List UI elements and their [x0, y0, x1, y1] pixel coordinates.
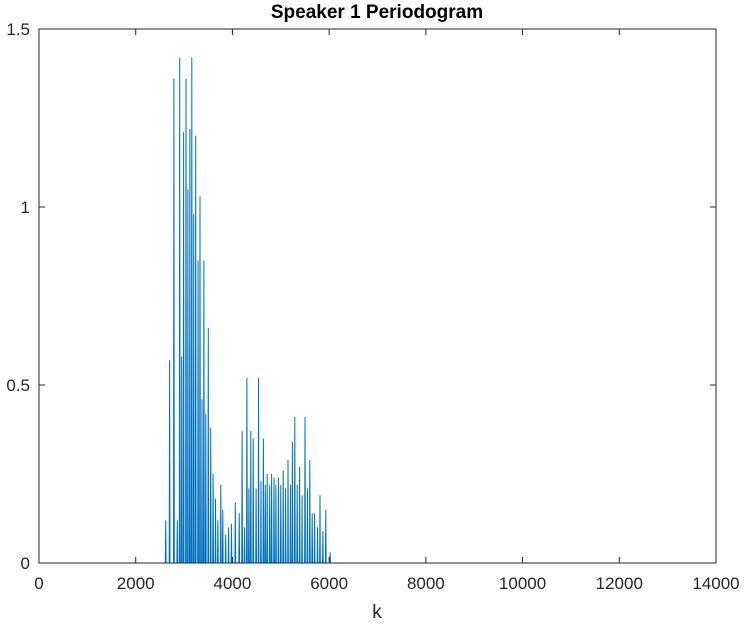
x-tick-label: 2000 — [117, 574, 155, 593]
y-tick-label: 1.5 — [6, 20, 30, 39]
x-tick-label: 8000 — [407, 574, 445, 593]
x-tick-label: 0 — [34, 574, 43, 593]
x-tick-label: 14000 — [692, 574, 739, 593]
x-ticks: 0 2000 4000 6000 8000 10000 12000 14000 — [34, 29, 740, 593]
axes-box — [38, 28, 717, 564]
x-tick-label: 4000 — [214, 574, 252, 593]
x-tick-label: 10000 — [499, 574, 546, 593]
x-axis-label: k — [372, 602, 382, 623]
plot-area — [39, 29, 716, 563]
x-tick-label: 12000 — [596, 574, 643, 593]
x-tick-label: 6000 — [310, 574, 348, 593]
y-tick-label: 0 — [21, 554, 30, 573]
y-tick-label: 0.5 — [6, 376, 30, 395]
y-tick-label: 1 — [21, 198, 30, 217]
chart-title: Speaker 1 Periodogram — [271, 2, 483, 23]
y-ticks: 0 0.5 1 1.5 — [6, 20, 716, 573]
